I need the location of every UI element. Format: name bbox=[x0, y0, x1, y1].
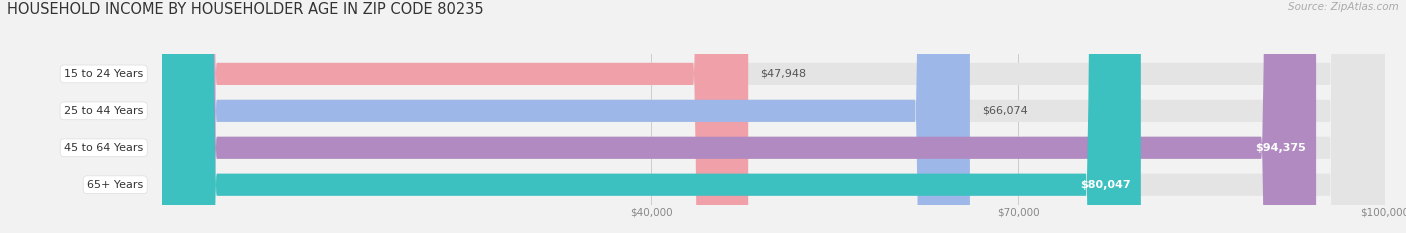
Text: $80,047: $80,047 bbox=[1080, 180, 1130, 190]
FancyBboxPatch shape bbox=[162, 0, 748, 233]
FancyBboxPatch shape bbox=[162, 0, 1385, 233]
FancyBboxPatch shape bbox=[162, 0, 970, 233]
Text: $47,948: $47,948 bbox=[761, 69, 807, 79]
Text: Source: ZipAtlas.com: Source: ZipAtlas.com bbox=[1288, 2, 1399, 12]
Text: $94,375: $94,375 bbox=[1256, 143, 1306, 153]
FancyBboxPatch shape bbox=[162, 0, 1385, 233]
Text: HOUSEHOLD INCOME BY HOUSEHOLDER AGE IN ZIP CODE 80235: HOUSEHOLD INCOME BY HOUSEHOLDER AGE IN Z… bbox=[7, 2, 484, 17]
FancyBboxPatch shape bbox=[162, 0, 1385, 233]
FancyBboxPatch shape bbox=[162, 0, 1385, 233]
Text: 25 to 44 Years: 25 to 44 Years bbox=[63, 106, 143, 116]
FancyBboxPatch shape bbox=[162, 0, 1140, 233]
Text: 45 to 64 Years: 45 to 64 Years bbox=[65, 143, 143, 153]
FancyBboxPatch shape bbox=[162, 0, 1316, 233]
Text: $66,074: $66,074 bbox=[983, 106, 1028, 116]
Text: 15 to 24 Years: 15 to 24 Years bbox=[65, 69, 143, 79]
Text: 65+ Years: 65+ Years bbox=[87, 180, 143, 190]
